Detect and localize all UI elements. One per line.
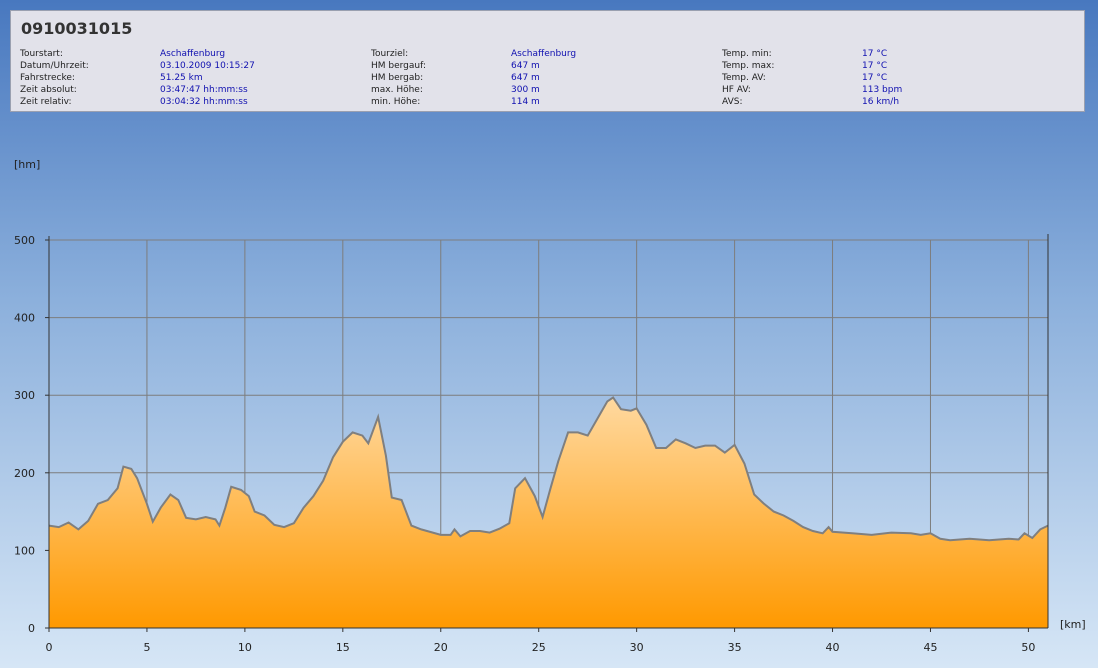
info-value: 17 °C [862, 61, 888, 71]
info-label: min. Höhe: [371, 97, 421, 107]
x-tick-label: 35 [728, 641, 742, 654]
info-label: Fahrstrecke: [20, 73, 75, 83]
x-tick-label: 15 [336, 641, 350, 654]
info-value: Aschaffenburg [160, 49, 226, 59]
info-label: Temp. min: [722, 49, 772, 59]
info-value: 647 m [511, 61, 540, 71]
x-tick-label: 25 [532, 641, 546, 654]
x-tick-label: 30 [630, 641, 644, 654]
x-tick-label: 20 [434, 641, 448, 654]
tour-info-panel: 0910031015 Tourstart: Aschaffenburg Datum/… [10, 10, 1085, 112]
info-label: Temp. AV: [722, 73, 766, 83]
info-value: 03:47:47 hh:mm:ss [160, 85, 248, 95]
tour-title: 0910031015 [21, 19, 133, 38]
y-tick-label: 0 [28, 622, 35, 635]
info-value: 51.25 km [160, 73, 203, 83]
x-tick-label: 5 [143, 641, 150, 654]
y-tick-label: 200 [14, 467, 35, 480]
info-label: HM bergauf: [371, 61, 426, 71]
x-tick-label: 50 [1021, 641, 1035, 654]
info-value: 16 km/h [862, 97, 900, 107]
info-label: Temp. max: [722, 61, 775, 71]
info-value: 113 bpm [862, 85, 903, 95]
y-tick-label: 100 [14, 544, 35, 557]
info-value: 300 m [511, 85, 540, 95]
info-label: AVS: [722, 97, 743, 107]
info-label: Tourziel: [371, 49, 409, 59]
x-tick-label: 10 [238, 641, 252, 654]
y-tick-label: 500 [14, 234, 35, 247]
x-tick-label: 40 [826, 641, 840, 654]
elevation-line [48, 396, 1049, 542]
x-axis-label: [km] [1060, 618, 1086, 631]
info-label: Zeit relativ: [20, 97, 72, 107]
x-tick-label: 45 [923, 641, 937, 654]
y-tick-label: 400 [14, 312, 35, 325]
info-label: Tourstart: [20, 49, 63, 59]
info-value: 03:04:32 hh:mm:ss [160, 97, 248, 107]
y-tick-label: 300 [14, 389, 35, 402]
info-label: Zeit absolut: [20, 85, 77, 95]
info-value: 03.10.2009 10:15:27 [160, 61, 255, 71]
info-label: HM bergab: [371, 73, 424, 83]
info-value: 114 m [511, 97, 540, 107]
elevation-area [49, 397, 1048, 628]
info-value: Aschaffenburg [511, 49, 577, 59]
info-value: 17 °C [862, 73, 888, 83]
info-value: 17 °C [862, 49, 888, 59]
info-label: HF AV: [722, 85, 751, 95]
y-axis-label: [hm] [14, 158, 40, 171]
info-label: Datum/Uhrzeit: [20, 61, 89, 71]
x-tick-label: 0 [46, 641, 53, 654]
info-value: 647 m [511, 73, 540, 83]
info-label: max. Höhe: [371, 85, 423, 95]
